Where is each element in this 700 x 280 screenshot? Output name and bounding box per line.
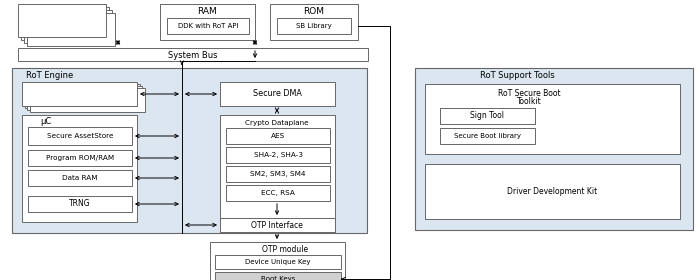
Bar: [22, 115, 137, 222]
Bar: [226, 166, 330, 182]
Text: Secure AssetStore: Secure AssetStore: [47, 133, 113, 139]
Text: System Bus: System Bus: [168, 50, 218, 60]
Bar: [220, 115, 335, 223]
Text: OTP Interface: OTP Interface: [251, 221, 303, 230]
Bar: [160, 4, 255, 40]
Bar: [28, 196, 132, 212]
Bar: [28, 127, 132, 145]
Text: SB Library: SB Library: [296, 23, 332, 29]
Bar: [215, 255, 341, 269]
Bar: [28, 150, 132, 166]
Bar: [25, 84, 139, 108]
Text: RAM: RAM: [197, 8, 217, 17]
Bar: [18, 4, 106, 37]
Text: RoT Engine: RoT Engine: [27, 71, 74, 81]
Bar: [220, 218, 335, 232]
Text: Toolkit: Toolkit: [517, 97, 541, 106]
Bar: [215, 272, 341, 280]
Text: Data RAM: Data RAM: [62, 175, 98, 181]
Text: CPU: CPU: [52, 16, 72, 26]
Bar: [29, 88, 144, 112]
Bar: [226, 147, 330, 163]
Bar: [226, 128, 330, 144]
Bar: [220, 82, 335, 106]
Bar: [440, 108, 535, 124]
Bar: [425, 164, 680, 219]
Text: Secure Mailbox: Secure Mailbox: [48, 90, 110, 99]
Text: μC: μC: [41, 118, 52, 127]
Bar: [425, 84, 680, 154]
Bar: [27, 13, 115, 46]
Text: Secure DMA: Secure DMA: [253, 90, 302, 99]
Bar: [24, 10, 112, 43]
Text: Crypto Dataplane: Crypto Dataplane: [245, 120, 309, 126]
Bar: [440, 128, 535, 144]
Text: Boot Keys: Boot Keys: [261, 276, 295, 280]
Text: DDK with RoT API: DDK with RoT API: [178, 23, 238, 29]
Bar: [12, 68, 367, 233]
Bar: [226, 185, 330, 201]
Bar: [28, 170, 132, 186]
Bar: [277, 18, 351, 34]
Bar: [21, 7, 109, 40]
Text: ROM: ROM: [304, 8, 325, 17]
Text: Program ROM/RAM: Program ROM/RAM: [46, 155, 114, 161]
Text: TRNG: TRNG: [69, 199, 91, 209]
Text: SHA-2, SHA-3: SHA-2, SHA-3: [253, 152, 302, 158]
Text: Secure Boot library: Secure Boot library: [454, 133, 521, 139]
Text: RoT Support Tools: RoT Support Tools: [480, 71, 554, 81]
Text: SM2, SM3, SM4: SM2, SM3, SM4: [251, 171, 306, 177]
Text: OTP module: OTP module: [262, 244, 308, 253]
Bar: [167, 18, 249, 34]
Bar: [27, 86, 142, 110]
Text: ECC, RSA: ECC, RSA: [261, 190, 295, 196]
Bar: [270, 4, 358, 40]
Text: AES: AES: [271, 133, 285, 139]
Text: Driver Development Kit: Driver Development Kit: [507, 188, 597, 197]
Text: Sign Tool: Sign Tool: [470, 111, 504, 120]
Text: RoT Secure Boot: RoT Secure Boot: [498, 90, 560, 99]
Bar: [18, 48, 368, 61]
Bar: [415, 68, 693, 230]
Bar: [210, 242, 345, 280]
Bar: [22, 82, 137, 106]
Text: Device Unique Key: Device Unique Key: [245, 259, 311, 265]
